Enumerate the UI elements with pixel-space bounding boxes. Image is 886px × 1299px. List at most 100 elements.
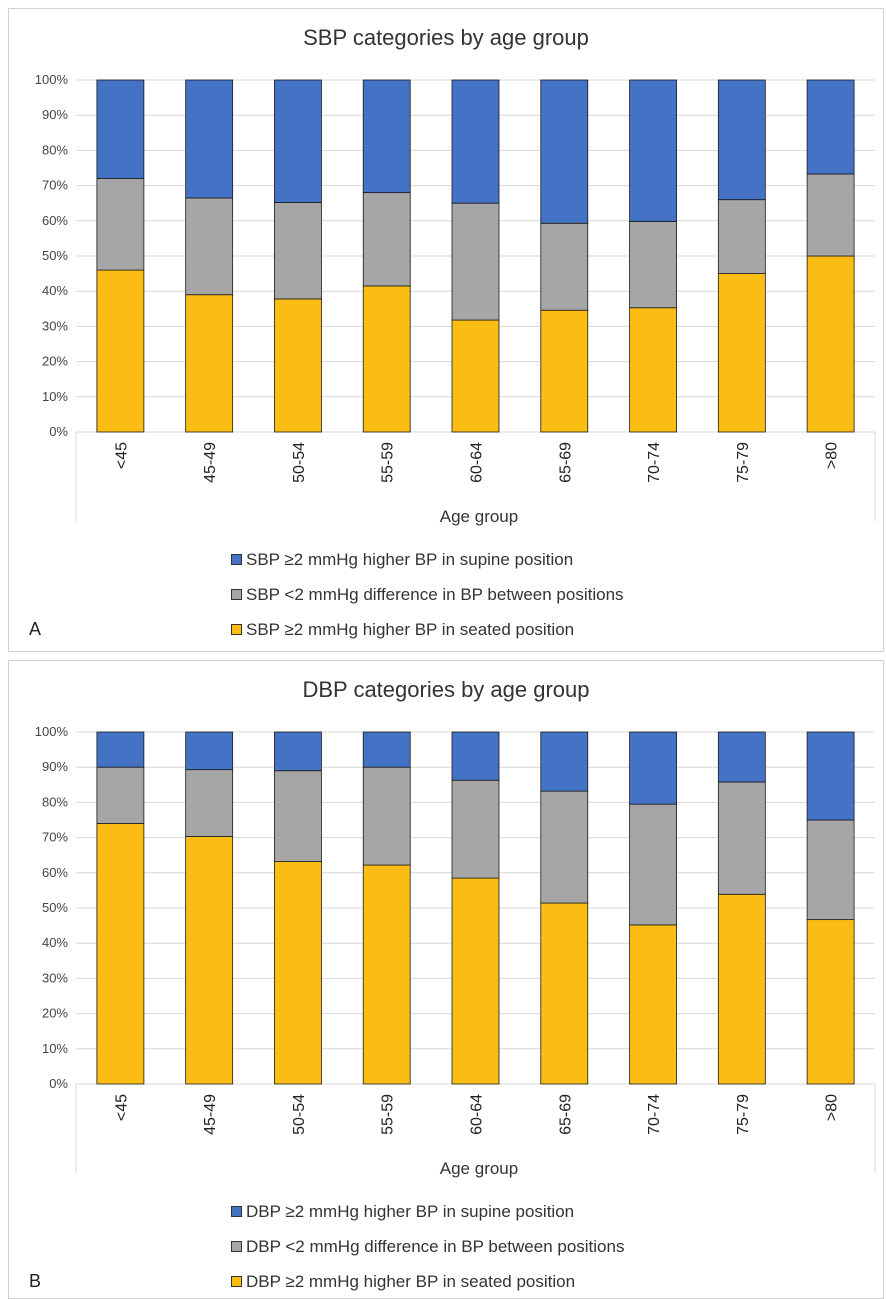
y-tick-label: 40%	[42, 935, 68, 950]
chart-plot-area: 0% 10% 20% 30% 40% 50% 60% 70% 80% 90% 100% <45 45-4…	[35, 724, 876, 1173]
bar-segment	[185, 836, 234, 1085]
panel-label: B	[29, 1271, 42, 1291]
y-tick-label: 90%	[42, 107, 68, 122]
y-tick-label: 30%	[42, 970, 68, 985]
x-axis-label: Age group	[439, 507, 519, 526]
bar-segment	[717, 79, 766, 201]
legend-label-seated: DBP ≥2 mmHg higher BP in seated position	[246, 1271, 576, 1291]
bar-segment	[451, 731, 500, 781]
chart-panel-a: SBP categories by age group 0% 10% 20% 30% 4…	[8, 8, 884, 652]
bar-segment	[185, 731, 234, 771]
bar-segment	[717, 199, 766, 274]
bar-segment	[96, 178, 145, 271]
bar-segment	[96, 766, 145, 824]
y-tick-label: 100%	[35, 724, 69, 739]
x-tick-label: 65-69	[557, 442, 574, 483]
bar-segment	[540, 790, 589, 904]
bar-segment	[629, 803, 677, 926]
bar-segment	[806, 731, 855, 821]
x-tick-label: 75-79	[735, 442, 752, 483]
legend-item-supine: SBP ≥2 mmHg higher BP in supine position	[231, 542, 624, 577]
legend-label-supine: SBP ≥2 mmHg higher BP in supine position	[246, 549, 574, 569]
bar-segment	[451, 779, 500, 879]
x-axis-label: Age group	[439, 1159, 519, 1178]
bar-segment	[717, 893, 766, 1085]
bar-segment	[185, 79, 234, 199]
chart-panel-b: DBP categories by age group 0% 10% 20% 30% 4…	[8, 660, 884, 1299]
bar-segment	[451, 319, 500, 433]
y-tick-label: 20%	[42, 1006, 68, 1021]
chart-title: DBP categories by age group	[302, 677, 590, 702]
chart-plot-area: 0% 10% 20% 30% 40% 50% 60% 70% 80% 90% 100% <45 45-4…	[35, 72, 876, 521]
bar-segment	[806, 819, 855, 921]
bar-segment	[96, 269, 145, 433]
bar-segment	[274, 79, 322, 203]
legend-item-seated: SBP ≥2 mmHg higher BP in seated position	[231, 612, 624, 647]
y-tick-label: 60%	[42, 213, 68, 228]
y-tick-label: 40%	[42, 283, 68, 298]
y-tick-label: 30%	[42, 318, 68, 333]
bar-segment	[540, 79, 589, 224]
bar-segment	[274, 861, 322, 1085]
y-tick-label: 20%	[42, 354, 68, 369]
x-tick-label: 60-64	[469, 442, 486, 483]
x-tick-label: 45-49	[202, 1094, 219, 1135]
legend-item-difference: SBP <2 mmHg difference in BP between pos…	[231, 577, 624, 612]
y-tick-label: 0%	[49, 424, 68, 439]
bar-segment	[362, 731, 411, 768]
x-tick-label: 70-74	[646, 1094, 663, 1135]
y-tick-label: 90%	[42, 759, 68, 774]
legend-label-supine: DBP ≥2 mmHg higher BP in supine position	[246, 1201, 575, 1221]
y-tick-label: 50%	[42, 900, 68, 915]
x-tick-label: 45-49	[202, 442, 219, 483]
bar-segment	[185, 769, 234, 837]
x-tick-label: 60-64	[469, 1094, 486, 1135]
bar-segment	[806, 79, 855, 175]
y-tick-label: 60%	[42, 865, 68, 880]
bar-segment	[806, 173, 855, 257]
bar-segment	[540, 309, 589, 433]
bar-segment	[806, 255, 855, 433]
chart-legend: SBP ≥2 mmHg higher BP in supine position…	[231, 542, 624, 647]
legend-swatch-difference	[231, 1241, 242, 1252]
legend-swatch-difference	[231, 589, 242, 600]
bar-segment	[629, 307, 677, 433]
bar-segment	[362, 766, 411, 866]
bar-segment	[96, 79, 145, 179]
y-tick-label: 80%	[42, 142, 68, 157]
y-tick-label: 10%	[42, 1041, 68, 1056]
legend-swatch-supine	[231, 554, 242, 565]
legend-swatch-seated	[231, 624, 242, 635]
bar-segment	[185, 294, 234, 433]
legend-item-difference: DBP <2 mmHg difference in BP between pos…	[231, 1229, 624, 1264]
bar-segment	[451, 79, 500, 204]
bar-segment	[540, 902, 589, 1085]
x-tick-label: 55-59	[380, 1094, 397, 1135]
bar-segment	[96, 731, 145, 768]
x-tick-label: 50-54	[291, 442, 308, 483]
bar-segment	[96, 823, 145, 1085]
x-tick-label: 55-59	[380, 442, 397, 483]
x-tick-label: 65-69	[557, 1094, 574, 1135]
legend-swatch-seated	[231, 1276, 242, 1287]
y-tick-label: 70%	[42, 178, 68, 193]
x-tick-label: <45	[113, 442, 130, 469]
bar-segment	[451, 202, 500, 321]
x-tick-label: <45	[113, 1094, 130, 1121]
y-tick-label: 50%	[42, 248, 68, 263]
bar-segment	[362, 79, 411, 194]
bar-segment	[451, 877, 500, 1085]
y-tick-label: 80%	[42, 794, 68, 809]
legend-swatch-supine	[231, 1206, 242, 1217]
bar-segment	[717, 781, 766, 895]
legend-label-difference: DBP <2 mmHg difference in BP between pos…	[246, 1236, 625, 1256]
y-tick-label: 100%	[35, 72, 69, 87]
x-tick-label: >80	[824, 442, 841, 469]
bar-segment	[274, 298, 322, 433]
bar-segment	[274, 202, 322, 300]
y-tick-label: 0%	[49, 1076, 68, 1091]
legend-item-seated: DBP ≥2 mmHg higher BP in seated position	[231, 1264, 624, 1299]
bar-segment	[540, 222, 589, 311]
bar-segment	[362, 192, 411, 287]
bar-segment	[362, 285, 411, 433]
